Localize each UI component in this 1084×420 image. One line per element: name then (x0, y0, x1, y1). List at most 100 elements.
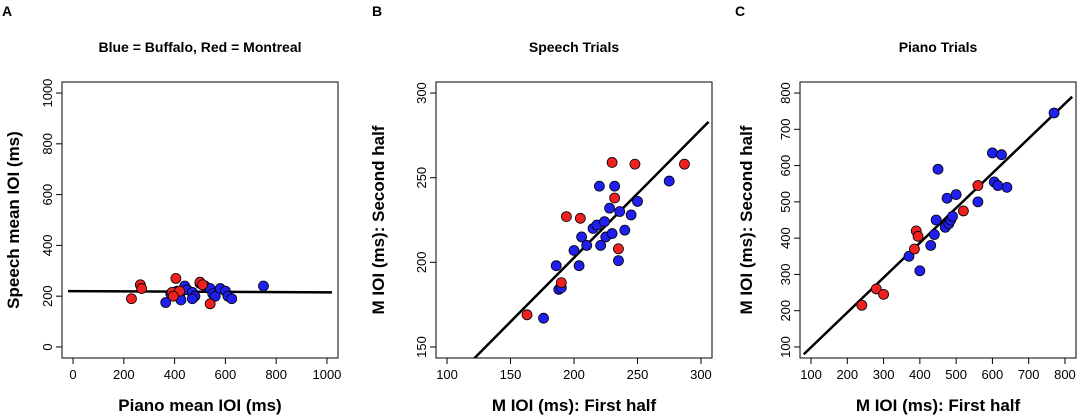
data-point-montreal (197, 279, 208, 291)
regression-line (67, 289, 333, 294)
panel-letter-c: C (735, 3, 745, 19)
data-point-montreal (870, 283, 882, 295)
plot-title: Blue = Buffalo, Red = Montreal (98, 39, 301, 55)
data-point-montreal (912, 230, 924, 242)
y-tick-label: 800 (40, 133, 55, 155)
x-tick-label: 500 (945, 367, 967, 382)
data-point-buffalo (932, 163, 944, 175)
regression-line (472, 120, 710, 358)
data-point-buffalo (576, 231, 588, 243)
x-tick-label: 400 (909, 367, 931, 382)
x-tick-label: 250 (627, 367, 649, 382)
data-point-montreal (609, 192, 621, 204)
data-point-montreal (555, 277, 567, 289)
y-tick-label: 200 (414, 251, 429, 273)
data-point-buffalo (972, 196, 984, 208)
data-point-buffalo (903, 250, 915, 262)
plot-frame (799, 81, 1077, 359)
data-point-montreal (126, 293, 137, 305)
data-point-buffalo (928, 229, 940, 240)
data-point-montreal (606, 157, 618, 168)
data-point-montreal (170, 273, 182, 284)
data-point-montreal (629, 158, 641, 170)
data-point-buffalo (568, 245, 580, 256)
data-point-montreal (167, 290, 179, 302)
x-tick-label: 800 (1054, 367, 1076, 382)
data-point-buffalo (538, 312, 549, 324)
x-tick-label: 1000 (312, 367, 341, 382)
data-point-buffalo (947, 210, 958, 222)
y-tick-label: 600 (778, 155, 793, 177)
data-point-buffalo (609, 180, 621, 192)
y-tick-label: 0 (40, 343, 55, 350)
y-tick-label: 300 (778, 264, 793, 286)
data-point-buffalo (186, 293, 198, 305)
data-point-buffalo (595, 239, 607, 251)
data-point-buffalo (613, 255, 624, 267)
y-axis-title: M IOI (ms): Second half (737, 125, 756, 314)
data-point-buffalo (593, 180, 605, 192)
x-tick-label: 600 (982, 367, 1004, 382)
x-axis-title: M IOI (ms): First half (492, 396, 657, 415)
y-tick-label: 500 (778, 191, 793, 213)
data-point-buffalo (581, 239, 593, 251)
data-point-buffalo (930, 214, 942, 226)
x-tick-label: 200 (836, 367, 858, 382)
y-tick-label: 200 (778, 300, 793, 322)
y-tick-label: 150 (414, 336, 429, 358)
data-point-buffalo (632, 195, 643, 207)
data-point-montreal (856, 299, 868, 311)
data-point-buffalo (619, 224, 631, 236)
plot-title: Piano Trials (899, 39, 978, 55)
x-tick-label: 200 (113, 367, 135, 382)
y-tick-label: 200 (40, 285, 55, 307)
data-point-buffalo (625, 209, 637, 221)
x-tick-label: 400 (164, 367, 186, 382)
data-point-montreal (613, 243, 624, 255)
data-point-buffalo (1001, 181, 1013, 193)
x-tick-label: 800 (265, 367, 287, 382)
panel-c-plot: 100 200 300 400 500 600 700 800 100 200 300 400 500 6… (737, 39, 1077, 415)
x-tick-label: 150 (500, 367, 522, 382)
data-point-buffalo (914, 265, 926, 277)
data-point-buffalo (996, 149, 1007, 161)
y-tick-label: 600 (40, 184, 55, 206)
y-axis-title: M IOI (ms): Second half (369, 125, 388, 314)
data-point-montreal (204, 298, 216, 310)
data-point-buffalo (599, 216, 610, 228)
regression-line (802, 95, 1074, 356)
data-point-montreal (679, 158, 690, 170)
x-axis-title: Piano mean IOI (ms) (118, 396, 281, 415)
data-point-buffalo (606, 228, 618, 239)
data-point-buffalo (160, 297, 172, 308)
data-point-buffalo (550, 260, 562, 272)
x-tick-label: 200 (563, 367, 585, 382)
data-point-buffalo (663, 175, 675, 187)
data-point-montreal (878, 288, 889, 300)
plot-title: Speech Trials (529, 39, 619, 55)
data-point-montreal (909, 243, 920, 255)
plot-frame (61, 81, 339, 359)
data-point-buffalo (226, 293, 238, 305)
data-point-buffalo (604, 202, 615, 214)
data-point-montreal (560, 211, 572, 223)
y-tick-label: 250 (414, 167, 429, 189)
x-tick-label: 700 (1018, 367, 1040, 382)
y-axis-title: Speech mean IOI (ms) (4, 131, 23, 309)
data-point-buffalo (950, 189, 962, 201)
y-tick-label: 700 (778, 118, 793, 140)
data-point-montreal (972, 180, 984, 191)
x-tick-label: 300 (690, 367, 712, 382)
x-tick-label: 100 (800, 367, 822, 382)
data-point-montreal (136, 283, 147, 294)
x-tick-label: 300 (873, 367, 895, 382)
x-tick-label: 0 (69, 367, 76, 382)
panel-letter-b: B (372, 3, 382, 19)
data-point-buffalo (573, 260, 585, 272)
data-point-buffalo (941, 192, 953, 204)
data-point-montreal (574, 212, 586, 224)
data-point-buffalo (258, 280, 269, 292)
plot-frame (435, 81, 713, 359)
panel-letter-a: A (2, 3, 12, 19)
